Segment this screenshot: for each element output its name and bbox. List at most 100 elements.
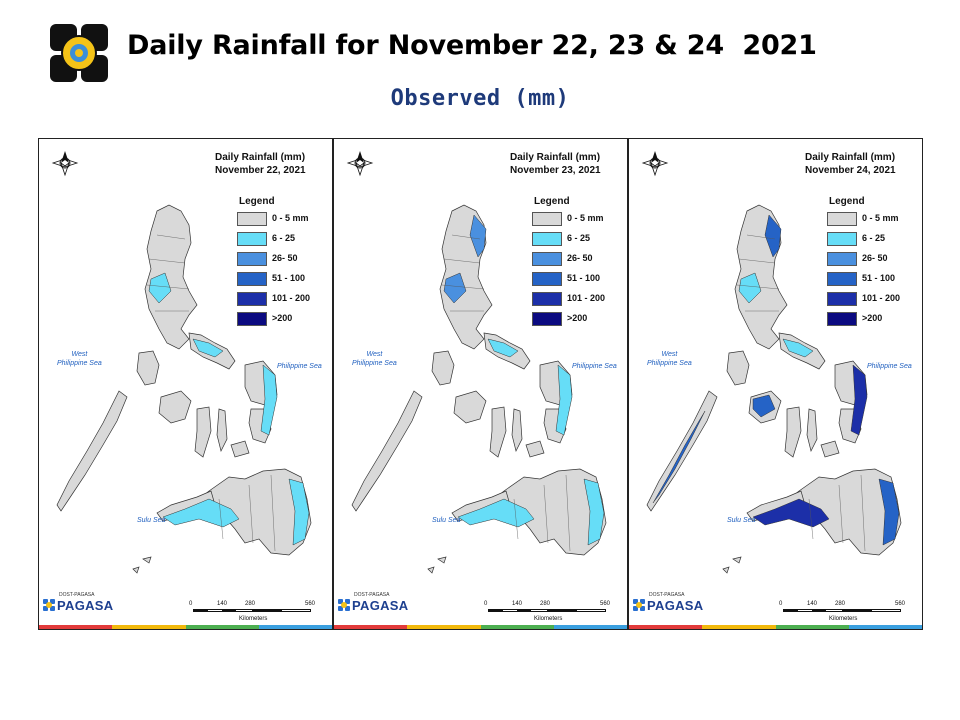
sea-label-philippine-sea: Philippine Sea [572,363,617,370]
scale-tick-label: 0 [484,601,488,607]
island-mindoro [726,350,750,386]
rain-zone-samar [555,364,573,436]
page-subtitle: Observed (mm) [390,86,570,111]
rain-zone-palawan [652,410,706,504]
map-title-line1: Daily Rainfall (mm) [805,152,896,163]
legend-label: >200 [272,313,293,323]
legend-label: 51 - 100 [272,273,306,283]
scale-bar: 0 140 280 560 Kilometers [779,601,909,625]
pagasa-mini-logo-icon [43,599,55,611]
legend-label: 26- 50 [567,253,593,263]
rain-zone-bicol [487,338,519,358]
legend-swatch [532,292,562,306]
scale-bar: 0 140 280 560 Kilometers [484,601,614,625]
pagasa-logo [50,24,108,82]
maps-row: Daily Rainfall (mm) November 22, 2021 Le… [38,138,924,630]
rainfall-map [641,151,902,574]
island-panay [158,390,192,424]
legend-label: >200 [862,313,883,323]
map-panel-nov-24: Daily Rainfall (mm) November 24, 2021 Le… [628,138,923,630]
island-bohol [230,440,250,458]
legend-swatch [532,312,562,326]
province-boundaries [736,234,866,552]
rain-zone-east-mindanao [288,478,310,546]
pagasa-branding: DOST-PAGASA PAGASA [41,591,119,621]
legend-label: 6 - 25 [272,233,296,243]
scale-tick-label: 140 [512,601,523,607]
north-arrow-icon [641,151,669,177]
map-title-line1: Daily Rainfall (mm) [510,152,601,163]
rain-zone-west-mindanao [752,498,830,528]
legend-swatch [827,272,857,286]
rainfall-map [51,151,312,574]
legend-swatch [827,292,857,306]
legend-swatch [827,232,857,246]
agency-small-text: DOST-PAGASA [354,592,390,598]
island-luzon [144,204,198,350]
scale-bar: 0 140 280 560 Kilometers [189,601,319,625]
legend-label: 101 - 200 [567,293,606,303]
legend-swatch [532,212,562,226]
legend-label: 0 - 5 mm [862,213,899,223]
rain-zone-panay [752,394,776,418]
rain-zone-central-luzon [148,272,172,304]
scale-tick-label: 0 [779,601,783,607]
scale-tick-label: 560 [895,601,906,607]
island-bohol [525,440,545,458]
sea-label-sulu-sea: Sulu Sea [137,517,166,524]
legend-swatch [827,252,857,266]
scale-unit: Kilometers [534,616,563,622]
legend-label: 0 - 5 mm [567,213,604,223]
rain-zone-central-luzon [738,272,762,304]
rain-zone-samar [850,364,868,436]
map-title-line1: Daily Rainfall (mm) [215,152,306,163]
map-panel-nov-22: Daily Rainfall (mm) November 22, 2021 Le… [38,138,333,630]
sea-label-philippine-sea: Philippine Sea [277,363,322,370]
scale-tick-label: 0 [189,601,193,607]
legend-label: 101 - 200 [272,293,311,303]
sea-label-west-philippine-sea: West Philippine Sea [57,351,102,367]
legend-label: 6 - 25 [567,233,591,243]
sea-label-west-philippine-sea: West Philippine Sea [352,351,397,367]
scale-tick-label: 140 [217,601,228,607]
map-date: November 23, 2021 [510,165,601,176]
scale-tick-label: 280 [245,601,256,607]
legend-label: 0 - 5 mm [272,213,309,223]
legend-label: 51 - 100 [567,273,601,283]
rainfall-overlays [652,214,900,546]
province-boundaries [441,234,571,552]
sea-label-sulu-sea: Sulu Sea [727,517,756,524]
color-strip [334,625,627,629]
agency-name: PAGASA [647,598,704,613]
scale-unit: Kilometers [239,616,268,622]
scale-tick-label: 280 [540,601,551,607]
island-bohol [820,440,840,458]
scale-tick-label: 560 [600,601,611,607]
island-sulu1 [732,556,742,564]
island-sulu2 [132,566,140,574]
rain-zone-east-mindanao [878,478,900,546]
island-negros [784,406,802,458]
agency-name: PAGASA [57,598,114,613]
legend-title: Legend [534,196,570,207]
page-title: Daily Rainfall for November 22, 23 & 24 … [127,30,817,61]
sea-label-west-philippine-sea: West Philippine Sea [647,351,692,367]
legend-label: 101 - 200 [862,293,901,303]
rainfall-overlays [148,272,310,546]
legend-label: 26- 50 [862,253,888,263]
rain-zone-bicol [192,338,224,358]
agency-name: PAGASA [352,598,409,613]
legend-swatch [827,212,857,226]
legend-swatch [532,232,562,246]
legend-swatch [532,252,562,266]
legend-swatch [237,232,267,246]
color-strip [629,625,922,629]
legend-label: 6 - 25 [862,233,886,243]
legend-swatch [237,252,267,266]
sea-label-sulu-sea: Sulu Sea [432,517,461,524]
pagasa-branding: DOST-PAGASA PAGASA [336,591,414,621]
map-panel-nov-23: Daily Rainfall (mm) November 23, 2021 Le… [333,138,628,630]
north-arrow-icon [346,151,374,177]
rainfall-map [346,151,607,574]
legend-label: >200 [567,313,588,323]
